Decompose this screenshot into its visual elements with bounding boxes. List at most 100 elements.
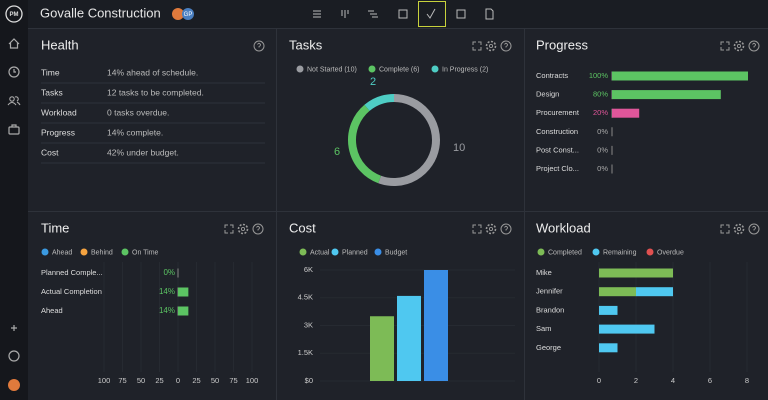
row-label: Brandon [536,305,564,314]
row-label: George [536,343,561,352]
value-label: 20% [593,108,608,117]
row-label: Ahead [41,306,63,315]
help-button[interactable] [253,40,265,52]
value-label: 0% [163,268,175,277]
expand-button[interactable] [720,41,730,51]
bar [397,295,421,381]
settings-hub [736,226,742,232]
row-label: Construction [536,127,578,136]
x-tick-label: 2 [634,376,638,385]
row-label: Contracts [536,71,568,80]
legend-swatch [368,65,376,73]
data-label: 10 [453,142,465,154]
bar-segment [636,287,673,297]
dashboard-view [426,8,436,19]
settings-button[interactable] [485,223,497,235]
y-tick-label: 1.5K [298,348,313,357]
panel-title: Health [41,37,79,52]
legend-swatch [537,248,545,256]
x-tick-label: 50 [137,376,145,385]
gantt-view[interactable] [368,10,378,18]
settings-button[interactable] [485,40,497,52]
help-button[interactable] [748,40,760,52]
value-label: 14% [159,287,175,296]
legend-label: Budget [385,249,407,256]
settings-hub [488,43,494,49]
help-button[interactable] [748,223,760,235]
avatar-image[interactable] [172,8,184,20]
bar [178,287,189,297]
clock-hand [13,69,16,73]
bar-segment [599,343,618,353]
help-icon[interactable] [8,350,20,362]
bar-segment [599,324,655,334]
legend-swatch [374,248,382,256]
health-label: Progress [41,127,75,137]
sheet-view[interactable] [398,9,408,19]
clock-icon[interactable] [8,66,20,78]
board-view[interactable] [341,10,349,18]
legend-label: Ahead [52,249,72,256]
panel-title: Tasks [289,37,323,52]
bar [612,71,748,81]
health-value: 14% ahead of schedule. [107,67,198,77]
x-tick-label: 8 [745,376,749,385]
expand-button[interactable] [472,224,482,234]
settings-hub [240,226,246,232]
legend-swatch [431,65,439,73]
row-label: Project Clo... [536,164,579,173]
briefcase-icon[interactable] [8,126,20,135]
home-icon[interactable] [8,38,20,49]
people-icon[interactable] [9,96,15,102]
health-value: 12 tasks to be completed. [107,87,204,97]
panel-title: Time [41,220,69,235]
value-label: 14% [159,306,175,315]
panel-borders [28,28,768,400]
legend-swatch [331,248,339,256]
dashboard-view-active[interactable] [418,1,446,27]
bar-segment [599,268,673,278]
help-mark [504,225,508,231]
health-value: 42% under budget. [107,147,179,157]
help-mark [256,225,260,231]
y-tick-label: 6K [304,265,313,274]
files-view[interactable] [485,8,494,20]
panel-title: Workload [536,220,591,235]
logo[interactable] [5,5,23,23]
row-label: Planned Comple... [41,268,103,277]
user-avatar[interactable] [8,379,20,391]
x-tick-label: 0 [597,376,601,385]
people-body [7,96,21,106]
expand-button[interactable] [720,224,730,234]
help-button[interactable] [500,40,512,52]
bar-segment [599,287,636,297]
bar [612,108,640,118]
avatar[interactable] [182,8,194,20]
legend-swatch [80,248,88,256]
list-view[interactable] [313,10,321,18]
health-value: 0 tasks overdue. [107,107,169,117]
donut-segment [378,94,440,186]
settings-button[interactable] [733,40,745,52]
row-label: Procurement [536,108,580,117]
settings-button[interactable] [733,223,745,235]
help-mark [752,225,756,231]
x-tick-label: 4 [671,376,675,385]
legend-label: Overdue [657,249,684,256]
add-icon[interactable] [11,325,17,331]
settings-button[interactable] [237,223,249,235]
help-button[interactable] [252,223,264,235]
header-bar [28,0,768,28]
help-mark [752,42,756,48]
legend-swatch [121,248,129,256]
expand-button[interactable] [224,224,234,234]
health-label: Time [41,67,60,77]
row-label: Sam [536,324,551,333]
legend-label: On Time [132,249,159,256]
legend-swatch [646,248,654,256]
calendar-view[interactable] [456,9,466,19]
help-button[interactable] [500,223,512,235]
settings-hub [736,43,742,49]
expand-button[interactable] [472,41,482,51]
donut-segment [364,94,395,112]
